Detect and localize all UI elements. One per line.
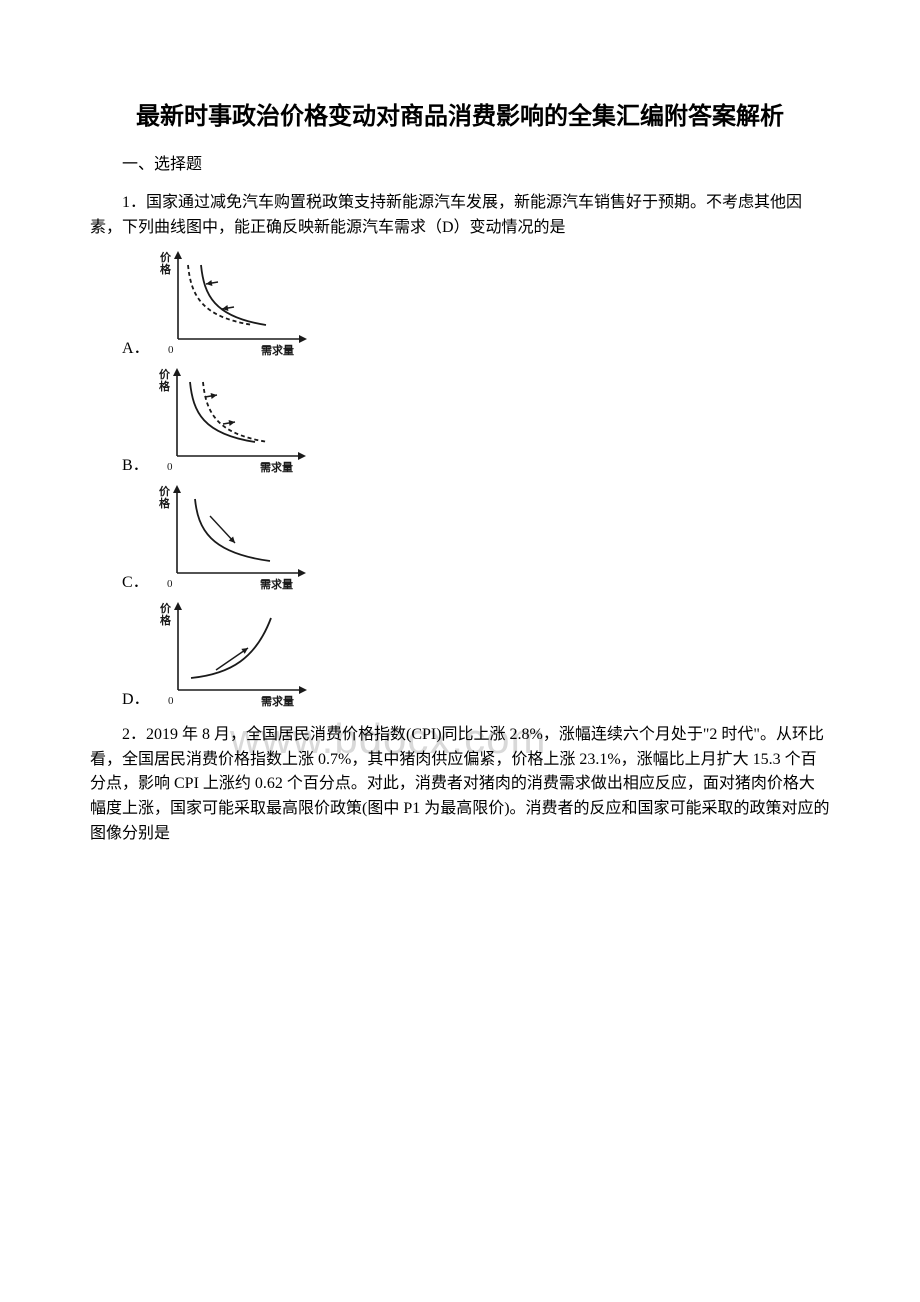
q1-option-d: D． 价格 0 需求量 [122,598,830,713]
svg-text:价: 价 [159,368,171,381]
option-letter: A． [122,334,150,362]
svg-text:需求量: 需求量 [260,577,293,591]
svg-text:0: 0 [168,695,174,707]
svg-text:价: 价 [160,602,172,615]
page-title: 最新时事政治价格变动对商品消费影响的全集汇编附答案解析 [90,100,830,134]
option-letter: D． [122,685,150,713]
svg-text:需求量: 需求量 [260,460,293,474]
demand-chart-b: 价格 0 需求量 [155,364,310,479]
svg-text:格: 格 [159,496,171,510]
svg-text:需求量: 需求量 [261,343,294,357]
question-1-text: 1．国家通过减免汽车购置税政策支持新能源汽车发展，新能源汽车销售好于预期。不考虑… [90,191,830,241]
svg-text:需求量: 需求量 [261,694,294,708]
demand-chart-d: 价格 0 需求量 [156,598,311,713]
svg-text:0: 0 [168,344,174,356]
demand-chart-c: 价格 0 需求量 [155,481,310,596]
svg-text:价: 价 [159,485,171,498]
svg-text:价: 价 [160,251,172,264]
option-letter: B． [122,451,149,479]
demand-chart-a: 价格 0 需求量 [156,247,311,362]
svg-text:0: 0 [167,578,173,590]
svg-text:格: 格 [160,262,172,276]
svg-text:格: 格 [159,379,171,393]
svg-text:格: 格 [160,613,172,627]
section-heading: 一、选择题 [90,152,830,178]
svg-text:0: 0 [167,461,173,473]
q1-option-b: B． 价格 0 需求量 [122,364,830,479]
option-letter: C． [122,568,149,596]
q1-option-c: C． 价格 0 需求量 [122,481,830,596]
q1-option-a: A． 价格 0 需求量 [122,247,830,362]
question-2-text: 2．2019 年 8 月，全国居民消费价格指数(CPI)同比上涨 2.8%，涨幅… [90,723,830,847]
